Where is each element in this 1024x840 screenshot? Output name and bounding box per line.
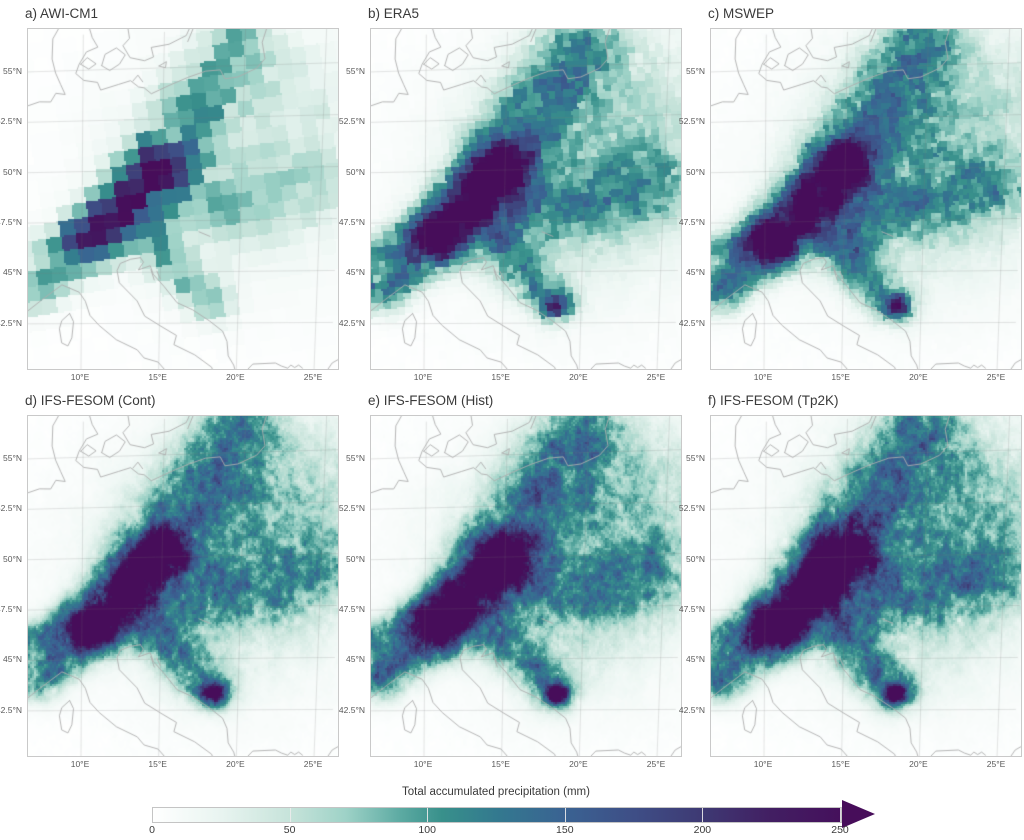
lat-tick-label: 42.5°N: [338, 317, 365, 328]
panel-title: f) IFS-FESOM (Tp2K): [708, 393, 839, 408]
panel-ifs-fesom-tp2k: f) IFS-FESOM (Tp2K) 55°N 52.5°N 50°N 47.5°N…: [679, 393, 1022, 778]
lat-tick-label: 55°N: [3, 452, 22, 463]
panel-title: b) ERA5: [368, 6, 420, 21]
lat-tick-label: 42.5°N: [338, 704, 365, 715]
lat-tick-label: 45°N: [686, 267, 705, 278]
map-canvas-f: [710, 415, 1022, 757]
lat-tick-label: 47.5°N: [678, 217, 705, 228]
lat-tick-label: 52.5°N: [678, 116, 705, 127]
colorbar-tick-line: [702, 808, 704, 822]
lat-tick-label: 47.5°N: [0, 217, 22, 228]
lat-tick-label: 52.5°N: [0, 116, 22, 127]
lat-tick-label: 42.5°N: [0, 704, 22, 715]
panel-era5: b) ERA5 55°N 52.5°N 50°N 47.5°N 45°N 42.5°N 10…: [339, 6, 682, 391]
lon-tick-label: 15°E: [831, 759, 850, 769]
map-canvas-b: [370, 28, 682, 370]
colorbar-tick-label: 200: [693, 824, 712, 836]
lon-tick-label: 25°E: [986, 372, 1006, 382]
lon-tick-label: 10°E: [753, 372, 773, 382]
lon-tick-label: 15°E: [148, 372, 167, 382]
lat-tick-label: 50°N: [686, 553, 705, 564]
lat-tick-label: 50°N: [346, 166, 365, 177]
panel-ifs-fesom-hist: e) IFS-FESOM (Hist) 55°N 52.5°N 50°N 47.5°N…: [339, 393, 682, 778]
panel-ifs-fesom-cont: d) IFS-FESOM (Cont) 55°N 52.5°N 50°N 47.5°N…: [0, 393, 339, 778]
lon-tick-label: 10°E: [70, 759, 90, 769]
lon-tick-label: 15°E: [148, 759, 167, 769]
map-canvas-c: [710, 28, 1022, 370]
lat-tick-label: 55°N: [346, 452, 365, 463]
lat-tick-label: 42.5°N: [0, 317, 22, 328]
lat-tick-label: 55°N: [686, 65, 705, 76]
lat-tick-label: 55°N: [346, 65, 365, 76]
lat-tick-label: 45°N: [686, 654, 705, 665]
lat-tick-label: 42.5°N: [678, 704, 705, 715]
lon-tick-label: 20°E: [569, 759, 588, 769]
panel-awi-cm1: a) AWI-CM1 55°N 52.5°N 50°N 47.5°N 45°N 42.5°…: [0, 6, 339, 391]
panel-mswep: c) MSWEP 55°N 52.5°N 50°N 47.5°N 45°N 42.5°N 1…: [679, 6, 1022, 391]
colorbar-title: Total accumulated precipitation (mm): [402, 786, 590, 798]
lat-tick-label: 50°N: [346, 553, 365, 564]
colorbar: Total accumulated precipitation (mm) 0 50…: [149, 786, 875, 840]
lon-tick-label: 25°E: [303, 759, 323, 769]
lat-tick-label: 42.5°N: [678, 317, 705, 328]
lat-tick-label: 47.5°N: [678, 604, 705, 615]
lon-tick-label: 15°E: [491, 759, 510, 769]
colorbar-tick-label: 150: [556, 824, 574, 836]
panel-title: a) AWI-CM1: [25, 6, 99, 21]
lat-tick-label: 55°N: [3, 65, 22, 76]
colorbar-tick-line: [840, 808, 841, 822]
lat-tick-label: 47.5°N: [0, 604, 22, 615]
lon-tick-label: 20°E: [226, 759, 245, 769]
panel-title: e) IFS-FESOM (Hist): [368, 393, 494, 408]
lat-tick-label: 52.5°N: [338, 116, 365, 127]
lat-tick-label: 45°N: [3, 654, 22, 665]
lon-tick-label: 25°E: [646, 372, 666, 382]
colorbar-tick-line: [427, 808, 429, 822]
lon-tick-label: 20°E: [226, 372, 245, 382]
map-canvas-d: [27, 415, 339, 757]
lon-tick-label: 25°E: [646, 759, 666, 769]
lon-tick-label: 20°E: [909, 759, 928, 769]
lat-tick-label: 52.5°N: [338, 503, 365, 514]
lon-tick-label: 10°E: [753, 759, 773, 769]
panel-title: c) MSWEP: [708, 6, 774, 21]
colorbar-gradient: [152, 807, 842, 823]
lon-tick-label: 25°E: [303, 372, 323, 382]
lon-tick-label: 20°E: [569, 372, 588, 382]
lat-tick-label: 45°N: [3, 267, 22, 278]
lon-tick-label: 10°E: [413, 372, 433, 382]
colorbar-tick-label: 100: [418, 824, 436, 836]
lat-tick-label: 47.5°N: [338, 217, 365, 228]
map-canvas-e: [370, 415, 682, 757]
lat-tick-label: 45°N: [346, 267, 365, 278]
lat-tick-label: 50°N: [3, 553, 22, 564]
lat-tick-label: 52.5°N: [678, 503, 705, 514]
colorbar-tick-label: 50: [283, 824, 296, 836]
lon-tick-label: 10°E: [413, 759, 433, 769]
colorbar-tick-label: 250: [831, 824, 849, 836]
colorbar-tick-line: [289, 808, 291, 822]
lat-tick-label: 50°N: [3, 166, 22, 177]
colorbar-tick-line: [564, 808, 566, 822]
lon-tick-label: 25°E: [986, 759, 1006, 769]
lat-tick-label: 52.5°N: [0, 503, 22, 514]
lat-tick-label: 50°N: [686, 166, 705, 177]
lon-tick-label: 15°E: [491, 372, 510, 382]
panel-title: d) IFS-FESOM (Cont): [25, 393, 156, 408]
lat-tick-label: 55°N: [686, 452, 705, 463]
lon-tick-label: 20°E: [909, 372, 928, 382]
lon-tick-label: 10°E: [70, 372, 90, 382]
lat-tick-label: 47.5°N: [338, 604, 365, 615]
map-canvas-a: [27, 28, 339, 370]
lon-tick-label: 15°E: [831, 372, 850, 382]
colorbar-tick-label: 0: [149, 824, 155, 836]
lat-tick-label: 45°N: [346, 654, 365, 665]
